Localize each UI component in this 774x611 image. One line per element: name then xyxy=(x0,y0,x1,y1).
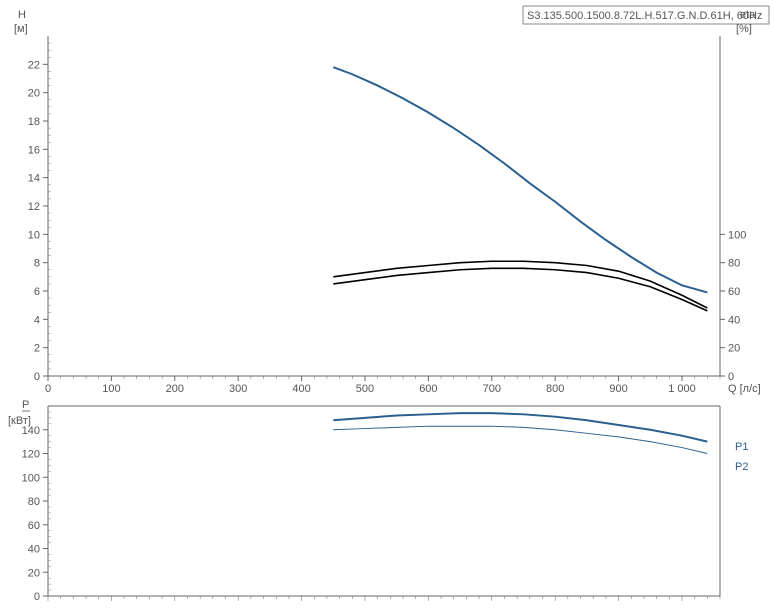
y-right-tick-label: 20 xyxy=(728,343,740,355)
y-left-tick-label: 22 xyxy=(28,59,40,71)
x-tick-label: 400 xyxy=(292,383,310,395)
y-left-tick-label: 14 xyxy=(28,173,40,185)
p-y-tick-label: 40 xyxy=(28,544,40,556)
y-left-tick-label: 4 xyxy=(34,314,40,326)
y-left-tick-label: 0 xyxy=(34,371,40,383)
x-tick-label: 700 xyxy=(483,383,501,395)
p-y-tick-label: 0 xyxy=(34,591,40,603)
y-left-tick-label: 12 xyxy=(28,201,40,213)
y-left-unit: [м] xyxy=(14,23,28,35)
y-left-tick-label: 16 xyxy=(28,144,40,156)
p-y-tick-label: 100 xyxy=(22,472,40,484)
y-right-label: eta xyxy=(740,9,756,21)
x-tick-label: 800 xyxy=(546,383,564,395)
x-tick-label: 100 xyxy=(102,383,120,395)
x-axis-label: Q [л/с] xyxy=(728,383,761,395)
y-right-tick-label: 100 xyxy=(728,229,746,241)
chart-title: S3.135.500.1500.8.72L.H.517.G.N.D.61H, 6… xyxy=(527,10,762,22)
p-axis-unit: [кВт] xyxy=(8,415,31,427)
x-tick-label: 600 xyxy=(419,383,437,395)
y-right-tick-label: 0 xyxy=(728,371,734,383)
x-tick-label: 1 000 xyxy=(668,383,696,395)
p-y-tick-label: 120 xyxy=(22,449,40,461)
x-tick-label: 500 xyxy=(356,383,374,395)
y-left-tick-label: 10 xyxy=(28,229,40,241)
y-left-label: H xyxy=(18,9,26,21)
y-right-unit: [%] xyxy=(736,23,752,35)
x-tick-label: 900 xyxy=(609,383,627,395)
y-right-tick-label: 60 xyxy=(728,286,740,298)
pump-curve-chart: S3.135.500.1500.8.72L.H.517.G.N.D.61H, 6… xyxy=(0,0,774,611)
series-label-p2: P2 xyxy=(735,461,748,473)
y-left-tick-label: 8 xyxy=(34,258,40,270)
p-axis-label: P xyxy=(22,399,29,411)
p-y-tick-label: 60 xyxy=(28,520,40,532)
x-tick-label: 300 xyxy=(229,383,247,395)
y-left-tick-label: 2 xyxy=(34,343,40,355)
y-right-tick-label: 80 xyxy=(728,258,740,270)
p-y-tick-label: 80 xyxy=(28,496,40,508)
y-right-tick-label: 40 xyxy=(728,314,740,326)
series-label-p1: P1 xyxy=(735,441,748,453)
y-left-tick-label: 20 xyxy=(28,88,40,100)
y-left-tick-label: 18 xyxy=(28,116,40,128)
y-left-tick-label: 6 xyxy=(34,286,40,298)
x-tick-label: 200 xyxy=(166,383,184,395)
p-y-tick-label: 20 xyxy=(28,567,40,579)
x-tick-label: 0 xyxy=(45,383,51,395)
